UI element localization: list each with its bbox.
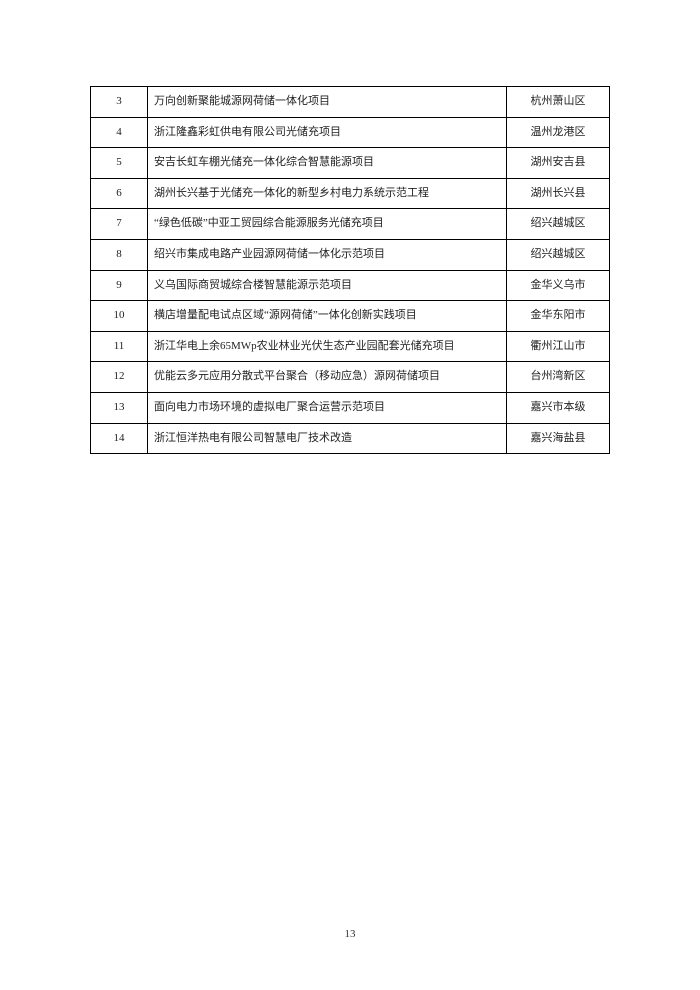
cell-loc: 台州湾新区 — [507, 362, 610, 393]
cell-name: 浙江隆鑫彩虹供电有限公司光储充项目 — [148, 117, 507, 148]
table-row: 12 优能云多元应用分散式平台聚合（移动应急）源网荷储项目 台州湾新区 — [91, 362, 610, 393]
table-row: 14 浙江恒洋热电有限公司智慧电厂技术改造 嘉兴海盐县 — [91, 423, 610, 454]
cell-name: 横店增量配电试点区域“源网荷储”一体化创新实践项目 — [148, 301, 507, 332]
cell-name: “绿色低碳”中亚工贸园综合能源服务光储充项目 — [148, 209, 507, 240]
table-row: 9 义乌国际商贸城综合楼智慧能源示范项目 金华义乌市 — [91, 270, 610, 301]
table-row: 4 浙江隆鑫彩虹供电有限公司光储充项目 温州龙港区 — [91, 117, 610, 148]
cell-name: 优能云多元应用分散式平台聚合（移动应急）源网荷储项目 — [148, 362, 507, 393]
table-row: 13 面向电力市场环境的虚拟电厂聚合运营示范项目 嘉兴市本级 — [91, 392, 610, 423]
cell-loc: 金华东阳市 — [507, 301, 610, 332]
cell-name: 浙江华电上余65MWp农业林业光伏生态产业园配套光储充项目 — [148, 331, 507, 362]
cell-loc: 湖州长兴县 — [507, 178, 610, 209]
cell-loc: 绍兴越城区 — [507, 239, 610, 270]
cell-loc: 金华义乌市 — [507, 270, 610, 301]
table-row: 3 万向创新聚能城源网荷储一体化项目 杭州萧山区 — [91, 87, 610, 118]
cell-loc: 嘉兴海盐县 — [507, 423, 610, 454]
cell-loc: 温州龙港区 — [507, 117, 610, 148]
cell-num: 3 — [91, 87, 148, 118]
table-row: 7 “绿色低碳”中亚工贸园综合能源服务光储充项目 绍兴越城区 — [91, 209, 610, 240]
cell-num: 12 — [91, 362, 148, 393]
cell-num: 8 — [91, 239, 148, 270]
cell-num: 4 — [91, 117, 148, 148]
table-row: 10 横店增量配电试点区域“源网荷储”一体化创新实践项目 金华东阳市 — [91, 301, 610, 332]
table-row: 5 安吉长虹车棚光储充一体化综合智慧能源项目 湖州安吉县 — [91, 148, 610, 179]
cell-name: 浙江恒洋热电有限公司智慧电厂技术改造 — [148, 423, 507, 454]
cell-num: 7 — [91, 209, 148, 240]
table-row: 6 湖州长兴基于光储充一体化的新型乡村电力系统示范工程 湖州长兴县 — [91, 178, 610, 209]
cell-name: 湖州长兴基于光储充一体化的新型乡村电力系统示范工程 — [148, 178, 507, 209]
cell-num: 10 — [91, 301, 148, 332]
projects-table: 3 万向创新聚能城源网荷储一体化项目 杭州萧山区 4 浙江隆鑫彩虹供电有限公司光… — [90, 86, 610, 454]
projects-table-body: 3 万向创新聚能城源网荷储一体化项目 杭州萧山区 4 浙江隆鑫彩虹供电有限公司光… — [91, 87, 610, 454]
page: 3 万向创新聚能城源网荷储一体化项目 杭州萧山区 4 浙江隆鑫彩虹供电有限公司光… — [0, 0, 700, 990]
cell-name: 安吉长虹车棚光储充一体化综合智慧能源项目 — [148, 148, 507, 179]
cell-loc: 绍兴越城区 — [507, 209, 610, 240]
cell-num: 13 — [91, 392, 148, 423]
cell-name: 面向电力市场环境的虚拟电厂聚合运营示范项目 — [148, 392, 507, 423]
table-row: 8 绍兴市集成电路产业园源网荷储一体化示范项目 绍兴越城区 — [91, 239, 610, 270]
cell-num: 6 — [91, 178, 148, 209]
cell-name: 万向创新聚能城源网荷储一体化项目 — [148, 87, 507, 118]
cell-num: 11 — [91, 331, 148, 362]
cell-loc: 衢州江山市 — [507, 331, 610, 362]
table-row: 11 浙江华电上余65MWp农业林业光伏生态产业园配套光储充项目 衢州江山市 — [91, 331, 610, 362]
page-number: 13 — [0, 928, 700, 940]
cell-loc: 湖州安吉县 — [507, 148, 610, 179]
cell-name: 义乌国际商贸城综合楼智慧能源示范项目 — [148, 270, 507, 301]
cell-loc: 嘉兴市本级 — [507, 392, 610, 423]
cell-name: 绍兴市集成电路产业园源网荷储一体化示范项目 — [148, 239, 507, 270]
cell-loc: 杭州萧山区 — [507, 87, 610, 118]
cell-num: 14 — [91, 423, 148, 454]
cell-num: 5 — [91, 148, 148, 179]
cell-num: 9 — [91, 270, 148, 301]
